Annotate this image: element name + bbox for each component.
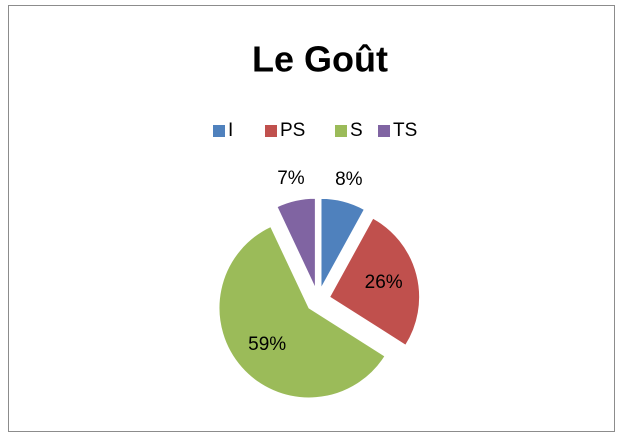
legend-swatch (213, 125, 225, 137)
legend-label: TS (393, 120, 417, 141)
chart-title: Le Goût (252, 39, 388, 80)
data-label: 26% (365, 272, 403, 293)
legend-swatch (335, 125, 347, 137)
legend-swatch (378, 125, 390, 137)
legend-swatch (265, 125, 277, 137)
pie-slice (320, 197, 366, 289)
legend-label: I (228, 120, 233, 141)
data-label: 59% (248, 334, 286, 355)
pie-slice (276, 197, 316, 289)
legend: I PS S TS (213, 120, 417, 141)
pie-slice (328, 217, 421, 346)
legend-label: S (350, 120, 363, 141)
data-label: 7% (277, 168, 305, 189)
data-label: 8% (335, 169, 363, 190)
pie-slice (218, 225, 386, 399)
legend-label: PS (280, 120, 305, 141)
